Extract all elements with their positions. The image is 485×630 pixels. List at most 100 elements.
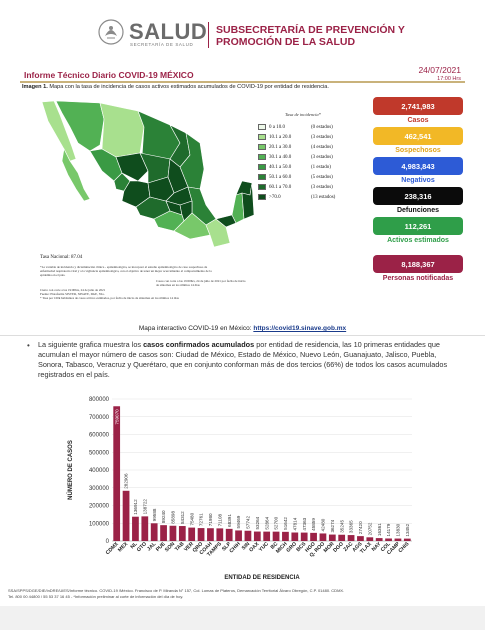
bar-value-label: 51642 (283, 517, 288, 530)
map-state-qroo (241, 182, 255, 220)
mexico-incidence-map (41, 100, 255, 248)
bullet-icon: • (27, 341, 30, 350)
bar-value-label: 57742 (246, 516, 251, 529)
stat-value-box: 8,188,367 (373, 255, 463, 273)
bar-mor (328, 534, 336, 541)
bar-value-label: 52700 (274, 516, 279, 529)
paragraph-bold: casos confirmados acumulados (143, 340, 255, 349)
bar-tlax (366, 537, 374, 541)
bar-ags (357, 536, 364, 541)
y-axis-label: NÚMERO DE CASOS (67, 440, 74, 500)
legend-row: 20.1 a 30.0 (4 estados) (258, 142, 341, 152)
map-legend: 0 a 10.0 (0 estados) 10.1 a 20.0 (3 estados… (258, 122, 341, 202)
bar-qro (197, 528, 205, 541)
footer-line2: Tel. 800 00 44800 / 55 53 37 16 45 - *In… (8, 593, 184, 599)
bar-value-label: 42480 (321, 518, 326, 531)
bar-value-label: 35245 (339, 520, 344, 533)
bar-value-label: 99588 (152, 508, 157, 521)
map-state-chih (99, 102, 145, 158)
map-source: Cierre con corte a las 19:00hrs, 24 de j… (40, 288, 179, 300)
header: SALUD SECRETARÍA DE SALUD SUBSECRETARÍA … (0, 0, 485, 58)
bar-hgo (310, 532, 317, 541)
legend-count: (3 estados) (311, 154, 333, 160)
bar-oax (253, 531, 261, 541)
bar-son (169, 525, 177, 541)
legend-row: >70.0 (13 estados) (258, 192, 341, 202)
bar-value-label: 68391 (227, 514, 232, 527)
stat-value-box: 2,741,983 (373, 97, 463, 115)
eagle-emblem-icon (98, 19, 124, 45)
bar-value-label: 136912 (133, 499, 138, 515)
bar-tab (178, 526, 186, 541)
bar-value-label: 85898 (171, 511, 176, 524)
legend-range: 60.1 a 70.0 (269, 184, 292, 190)
bar-qroo (319, 533, 327, 541)
map-state-bc (41, 100, 77, 162)
legend-row: 50.1 a 60.0 (5 estados) (258, 172, 341, 182)
bar-value-label: 13830 (396, 523, 401, 536)
stat-label: Casos (407, 117, 429, 124)
header-title: SUBSECRETARÍA DE PREVENCIÓN Y PROMOCIÓN … (216, 24, 405, 48)
legend-swatch (258, 144, 266, 150)
cases-bar-chart: 0 100000 200000 300000 400000 500000 600000 700… (67, 397, 412, 581)
stat-label: Sospechosos (395, 147, 441, 154)
y-tick-label: 100000 (89, 521, 110, 527)
y-tick-label: 500000 (89, 450, 110, 456)
bar-value-label: 20752 (367, 522, 372, 535)
caption-label: Imagen 1. (22, 84, 48, 90)
legend-count: (1 estado) (311, 164, 331, 170)
legend-count: (3 estados) (311, 184, 333, 190)
report-date: 24/07/2021 17:00 Hrs (418, 66, 461, 84)
y-tick-label: 800000 (89, 397, 110, 403)
legend-swatch (258, 184, 266, 190)
bar-value-label: 53264 (255, 516, 260, 529)
x-tick-label: YUC (258, 541, 270, 553)
bar-coah (207, 528, 214, 541)
stat-value-box: 462,541 (373, 127, 463, 145)
bar-value-label: 71980 (208, 513, 213, 526)
bar-gto (141, 516, 149, 541)
bar-value-label: 138722 (142, 499, 147, 515)
x-tick-label: MEX (117, 541, 130, 554)
bar-nay (375, 538, 383, 541)
map-link-label: Mapa interactivo COVID-19 en México: (138, 325, 254, 332)
header-title-line1: SUBSECRETARÍA DE PREVENCIÓN Y (216, 24, 405, 36)
legend-range: 10.1 a 20.0 (269, 134, 292, 140)
footer-line1: SSA/SPPS/DGE/DIE/InDRE/UIES/Informe técn… (8, 588, 345, 593)
bar-value-label: 36274 (330, 519, 335, 532)
bar-value-label: 14179 (386, 523, 391, 536)
y-tick-label: 0 (106, 539, 110, 545)
map-note: *La variable de incidencia y dictaminaci… (40, 265, 212, 277)
legend-row: 30.1 a 40.0 (3 estados) (258, 152, 341, 162)
bar-bcs (300, 532, 308, 541)
bar-pue (160, 525, 167, 541)
stat-value-box: 238,316 (373, 187, 463, 205)
bar-dgo (338, 534, 346, 541)
section-divider (0, 335, 485, 336)
bar-value-label: 52864 (264, 516, 269, 529)
legend-row: 10.1 a 20.0 (3 estados) (258, 132, 341, 142)
legend-swatch (258, 134, 266, 140)
map-period-note: Casos con corte a las 19:00hrs, 24 de ju… (156, 279, 246, 287)
bar-value-label: 16361 (377, 523, 382, 536)
bar-value-label: 13452 (405, 523, 410, 536)
bar-value-label: 282906 (124, 473, 129, 489)
stats-panel: 2,741,983 Casos 462,541 Sospechosos 4,983,84… (373, 97, 463, 293)
bar-value-label: 89240 (161, 510, 166, 523)
bar-value-label: 45859 (311, 518, 316, 531)
x-tick-label: JAL (146, 541, 158, 553)
map-state-bcs (61, 148, 91, 202)
map-link-url[interactable]: https://covid19.sinave.gob.mx (253, 325, 347, 332)
bar-value-label: 47363 (302, 517, 307, 530)
map-state-coah (137, 110, 181, 160)
legend-range: >70.0 (269, 194, 281, 200)
legend-row: 40.1 a 50.0 (1 estado) (258, 162, 341, 172)
logo-subtitle: SECRETARÍA DE SALUD (130, 42, 194, 47)
national-rate: Tasa Nacional: 87.04 (40, 255, 83, 260)
legend-swatch (258, 154, 266, 160)
legend-count: (13 estados) (311, 194, 336, 200)
x-tick-label: ZAC (342, 541, 354, 553)
x-tick-label: SIN (241, 541, 252, 552)
legend-swatch (258, 124, 266, 130)
report-date-value: 24/07/2021 (418, 65, 461, 75)
